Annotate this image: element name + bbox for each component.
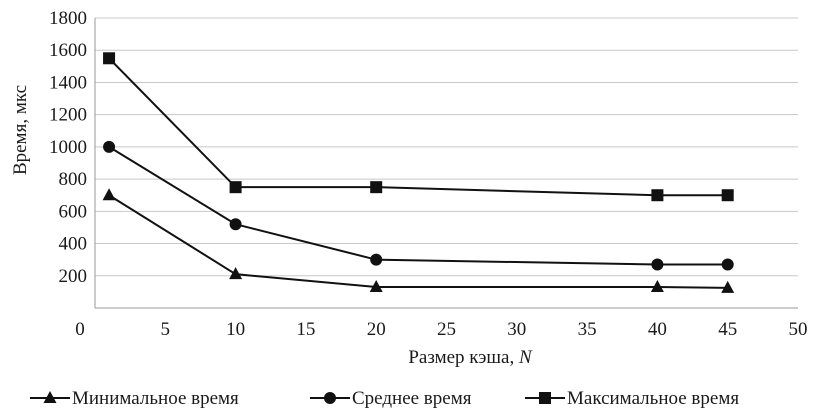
y-tick-label: 600 (59, 201, 88, 222)
series-group (102, 52, 735, 293)
legend-label: Минимальное время (72, 388, 239, 409)
data-point-triangle (721, 280, 735, 293)
x-tick-label: 40 (648, 319, 667, 340)
legend-item-circle: Среднее время (310, 388, 472, 409)
data-point-square (229, 181, 242, 194)
x-tick-label: 50 (789, 319, 808, 340)
series-square (103, 52, 734, 202)
y-tick-label: 400 (59, 234, 88, 255)
y-tick-label: 1400 (49, 72, 87, 93)
data-point-circle (721, 258, 734, 271)
legend-label: Максимальное время (567, 388, 739, 409)
series-line-triangle (108, 194, 728, 289)
legend-marker-circle (324, 392, 336, 404)
series-triangle (102, 188, 735, 293)
x-tick-label: 10 (226, 319, 245, 340)
axes (94, 18, 798, 309)
x-tick-label: 20 (367, 319, 386, 340)
data-point-circle (229, 218, 242, 231)
legend: Минимальное время Среднее время Максимальн… (30, 388, 739, 409)
data-point-square (651, 189, 664, 202)
legend-item-triangle: Минимальное время (30, 388, 239, 409)
y-tick-label: 1600 (49, 40, 87, 61)
x-axis-title: Размер кэша, N (408, 347, 533, 368)
y-tick-label: 800 (59, 169, 88, 190)
data-point-circle (103, 140, 116, 153)
data-point-square (721, 189, 734, 202)
y-tick-label: 1800 (49, 8, 87, 29)
series-line-square (108, 57, 728, 197)
legend-item-square: Максимальное время (525, 388, 739, 409)
y-tick-label: 1200 (49, 105, 87, 126)
x-axis-title-variable: N (518, 347, 533, 368)
x-tick-labels: 0 5 10 15 20 25 30 35 40 45 50 (75, 319, 807, 340)
grid-lines (95, 17, 798, 277)
y-tick-labels: 200 400 600 800 1000 1200 1400 1600 1800 (49, 8, 87, 287)
x-tick-label: 0 (75, 319, 85, 340)
data-point-triangle (102, 188, 116, 201)
y-tick-label: 200 (59, 266, 88, 287)
legend-label: Среднее время (352, 388, 472, 409)
legend-marker-triangle (43, 391, 57, 403)
data-point-circle (370, 253, 383, 266)
series-circle (103, 140, 734, 271)
x-tick-label: 15 (296, 319, 315, 340)
x-tick-label: 35 (578, 319, 597, 340)
data-point-circle (651, 258, 664, 271)
data-point-triangle (369, 280, 383, 293)
x-tick-label: 5 (161, 319, 171, 340)
data-point-triangle (650, 280, 664, 293)
legend-marker-square (539, 392, 551, 404)
x-tick-label: 25 (437, 319, 456, 340)
y-tick-label: 1000 (49, 137, 87, 158)
y-axis-title: Время, мкс (10, 85, 31, 175)
data-point-square (370, 181, 383, 194)
x-tick-label: 45 (718, 319, 737, 340)
data-point-triangle (229, 267, 243, 280)
series-line-circle (108, 146, 728, 266)
x-axis-title-text: Размер кэша, (408, 347, 519, 368)
x-tick-label: 30 (507, 319, 526, 340)
data-point-square (103, 52, 116, 65)
